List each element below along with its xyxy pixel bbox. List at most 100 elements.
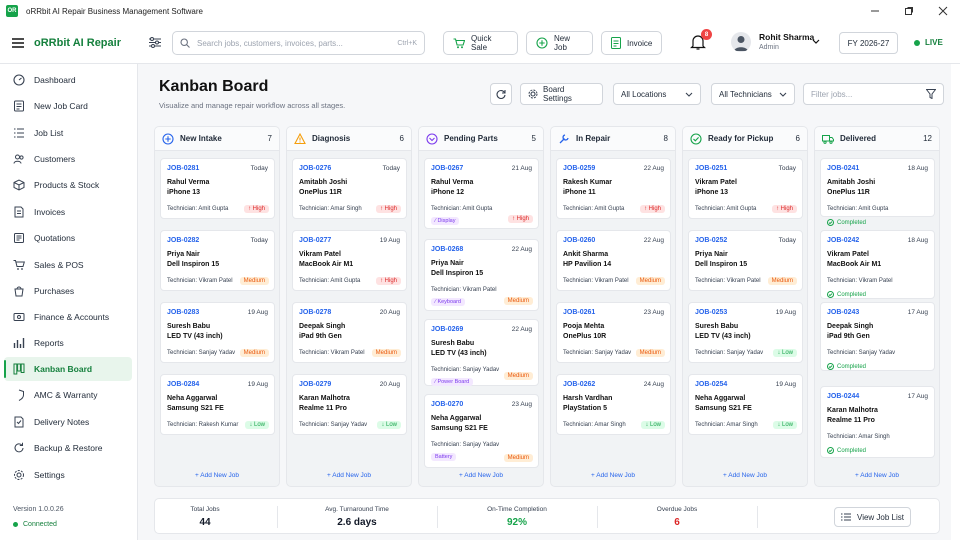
sidebar-item-backup-restore[interactable]: Backup & Restore: [4, 436, 132, 460]
job-card[interactable]: JOB-0241 18 Aug Amitabh Joshi OnePlus 11R Te…: [820, 158, 935, 226]
sidebar-item-delivery-notes[interactable]: Delivery Notes: [4, 410, 132, 434]
job-id-link[interactable]: JOB-0252: [695, 237, 728, 244]
job-card[interactable]: JOB-0279 20 Aug Karan Malhotra Realme 11 Pr…: [292, 374, 407, 435]
job-card[interactable]: JOB-0281 Today Rahul Verma iPhone 13 Technic…: [160, 158, 275, 219]
add-new-job-link[interactable]: + Add New Job: [855, 472, 899, 479]
technicians-select[interactable]: All Technicians: [711, 83, 795, 105]
add-new-job-link[interactable]: + Add New Job: [327, 472, 371, 479]
avatar[interactable]: [731, 32, 751, 52]
sidebar-item-customers[interactable]: Customers: [4, 147, 132, 171]
job-id-link[interactable]: JOB-0244: [827, 393, 860, 400]
sidebar-item-quotations[interactable]: Quotations: [4, 226, 132, 250]
job-card[interactable]: JOB-0259 22 Aug Rakesh Kumar iPhone 11 Techn…: [556, 158, 671, 219]
job-id-link[interactable]: JOB-0241: [827, 165, 860, 172]
job-id-link[interactable]: JOB-0262: [563, 381, 596, 388]
job-id-link[interactable]: JOB-0282: [167, 237, 200, 244]
job-id-link[interactable]: JOB-0281: [167, 165, 200, 172]
sliders-icon[interactable]: [149, 37, 161, 48]
job-card[interactable]: JOB-0284 19 Aug Neha Aggarwal Samsung S21 F…: [160, 374, 275, 435]
job-card[interactable]: JOB-0244 17 Aug Karan Malhotra Realme 11 Pr…: [820, 386, 935, 458]
job-card[interactable]: JOB-0243 17 Aug Deepak Singh iPad 9th Gen Te…: [820, 302, 935, 371]
job-card[interactable]: JOB-0261 23 Aug Pooja Mehta OnePlus 10R Tech…: [556, 302, 671, 363]
board-settings-button[interactable]: Board Settings: [520, 83, 603, 105]
sidebar-item-new-job-card[interactable]: New Job Card: [4, 94, 132, 118]
job-id-link[interactable]: JOB-0242: [827, 237, 860, 244]
job-card[interactable]: JOB-0251 Today Vikram Patel iPhone 13 Techni…: [688, 158, 803, 219]
sidebar-item-sales-pos[interactable]: Sales & POS: [4, 253, 132, 277]
maximize-button[interactable]: [892, 0, 926, 22]
sidebar-item-products-stock[interactable]: Products & Stock: [4, 173, 132, 197]
job-card[interactable]: JOB-0253 19 Aug Suresh Babu LED TV (43 inch…: [688, 302, 803, 363]
job-card[interactable]: JOB-0268 22 Aug Priya Nair Dell Inspiron 15…: [424, 239, 539, 311]
job-id-link[interactable]: JOB-0279: [299, 381, 332, 388]
job-id-link[interactable]: JOB-0270: [431, 401, 464, 408]
new-job-button[interactable]: New Job: [526, 31, 593, 55]
add-new-job-link[interactable]: + Add New Job: [195, 472, 239, 479]
job-id-link[interactable]: JOB-0284: [167, 381, 200, 388]
add-new-job-link[interactable]: + Add New Job: [459, 472, 503, 479]
job-card[interactable]: JOB-0242 18 Aug Vikram Patel MacBook Air M1…: [820, 230, 935, 299]
job-id-link[interactable]: JOB-0276: [299, 165, 332, 172]
close-button[interactable]: [926, 0, 960, 22]
global-search-input[interactable]: Search jobs, customers, invoices, parts.…: [172, 31, 425, 55]
job-card[interactable]: JOB-0278 20 Aug Deepak Singh iPad 9th Gen Te…: [292, 302, 407, 363]
job-id-link[interactable]: JOB-0268: [431, 246, 464, 253]
job-card[interactable]: JOB-0260 22 Aug Ankit Sharma HP Pavilion 14…: [556, 230, 671, 291]
job-id-link[interactable]: JOB-0277: [299, 237, 332, 244]
column-title: In Repair: [576, 134, 611, 143]
job-card[interactable]: JOB-0270 23 Aug Neha Aggarwal Samsung S21 F…: [424, 394, 539, 468]
job-card[interactable]: JOB-0262 24 Aug Harsh Vardhan PlayStation 5…: [556, 374, 671, 435]
job-id-link[interactable]: JOB-0283: [167, 309, 200, 316]
part-chip: ⁄ Keyboard: [431, 298, 465, 306]
job-card[interactable]: JOB-0276 Today Amitabh Joshi OnePlus 11R Tec…: [292, 158, 407, 219]
job-id-link[interactable]: JOB-0243: [827, 309, 860, 316]
add-new-job-link[interactable]: + Add New Job: [591, 472, 635, 479]
sidebar-item-job-list[interactable]: Job List: [4, 121, 132, 145]
job-id-link[interactable]: JOB-0261: [563, 309, 596, 316]
view-job-list-button[interactable]: View Job List: [834, 507, 911, 527]
sidebar-item-label: Sales & POS: [34, 260, 84, 270]
sidebar-item-amc-warranty[interactable]: AMC & Warranty: [4, 383, 132, 407]
job-card[interactable]: JOB-0269 22 Aug Suresh Babu LED TV (43 inch…: [424, 319, 539, 386]
hamburger-menu-icon[interactable]: [12, 38, 24, 48]
sidebar-item-settings[interactable]: Settings: [4, 463, 132, 487]
job-card[interactable]: JOB-0254 19 Aug Neha Aggarwal Samsung S21 F…: [688, 374, 803, 435]
sidebar-item-label: Invoices: [34, 207, 66, 217]
scrollbar[interactable]: [951, 64, 960, 540]
job-card[interactable]: JOB-0267 21 Aug Rahul Verma iPhone 12 Techni…: [424, 158, 539, 229]
sidebar-item-reports[interactable]: Reports: [4, 331, 132, 355]
locations-select[interactable]: All Locations: [613, 83, 701, 105]
job-card[interactable]: JOB-0282 Today Priya Nair Dell Inspiron 15 T…: [160, 230, 275, 291]
refresh-button[interactable]: [490, 83, 512, 105]
job-card[interactable]: JOB-0277 19 Aug Vikram Patel MacBook Air M1…: [292, 230, 407, 291]
sidebar-item-finance-accounts[interactable]: Finance & Accounts: [4, 305, 132, 329]
technician-label: Technician: Vikram Patel: [827, 278, 893, 284]
job-id-link[interactable]: JOB-0260: [563, 237, 596, 244]
invoice-button[interactable]: Invoice: [601, 31, 662, 55]
job-id-link[interactable]: JOB-0254: [695, 381, 728, 388]
job-id-link[interactable]: JOB-0278: [299, 309, 332, 316]
add-new-job-link[interactable]: + Add New Job: [723, 472, 767, 479]
sidebar-item-invoices[interactable]: Invoices: [4, 200, 132, 224]
job-id-link[interactable]: JOB-0269: [431, 326, 464, 333]
chevron-down-icon[interactable]: [812, 39, 820, 45]
job-id-link[interactable]: JOB-0259: [563, 165, 596, 172]
job-card[interactable]: JOB-0252 Today Priya Nair Dell Inspiron 15 T…: [688, 230, 803, 291]
user-name[interactable]: Rohit Sharma: [759, 32, 815, 42]
filter-jobs-input[interactable]: Filter jobs...: [803, 83, 944, 105]
column-count: 5: [531, 134, 536, 143]
column-count: 8: [663, 134, 668, 143]
sidebar-item-purchases[interactable]: Purchases: [4, 279, 132, 303]
job-card[interactable]: JOB-0283 19 Aug Suresh Babu LED TV (43 inch…: [160, 302, 275, 363]
job-id-link[interactable]: JOB-0267: [431, 165, 464, 172]
invoice-label: Invoice: [627, 38, 653, 48]
job-id-link[interactable]: JOB-0253: [695, 309, 728, 316]
minimize-button[interactable]: [858, 0, 892, 22]
job-id-link[interactable]: JOB-0251: [695, 165, 728, 172]
sidebar-item-kanban-board[interactable]: Kanban Board: [4, 357, 132, 381]
notifications-button[interactable]: 8: [690, 29, 712, 52]
customer-name: Neha Aggarwal: [167, 395, 218, 402]
sidebar-item-dashboard[interactable]: Dashboard: [4, 68, 132, 92]
quick-sale-button[interactable]: Quick Sale: [443, 31, 518, 55]
fiscal-year-selector[interactable]: FY 2026-27: [839, 32, 898, 54]
